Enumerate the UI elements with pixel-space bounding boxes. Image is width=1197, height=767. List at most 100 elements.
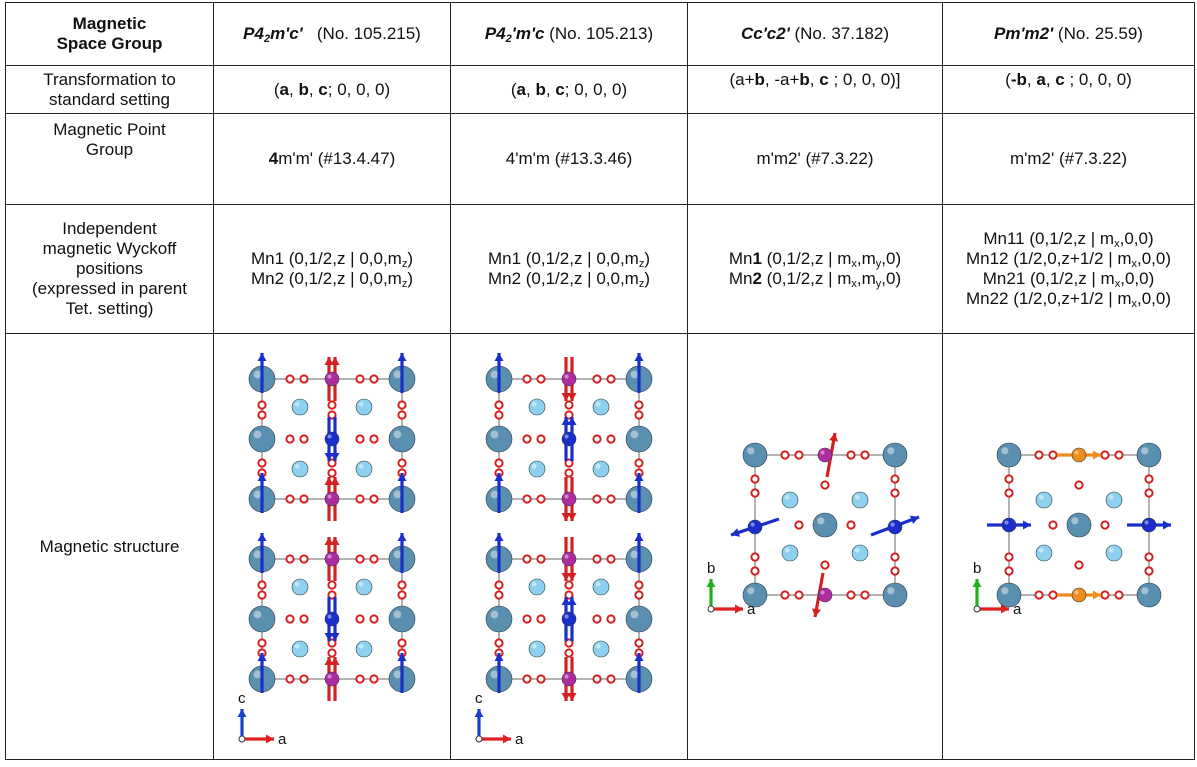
axis-label-horizontal: a <box>747 601 756 618</box>
oxygen-atom <box>860 449 870 460</box>
large-cation-atom-highlight <box>1000 446 1008 454</box>
oxygen-atom <box>257 457 267 468</box>
spin-arrowhead <box>266 734 274 743</box>
large-cation-atom <box>248 605 276 632</box>
axis-origin <box>238 735 246 742</box>
oxygen-atom <box>397 589 407 600</box>
oxygen-atom <box>397 409 407 420</box>
oxygen-atom <box>355 553 365 564</box>
axis-label-vertical: b <box>973 560 981 577</box>
oxygen-atom <box>634 399 644 410</box>
oxygen-atom <box>1143 551 1154 562</box>
large-cation-atom <box>625 425 653 452</box>
manganese-atom <box>561 371 577 386</box>
point-group-cell-2: 4'm'm (#13.3.46) <box>450 113 688 205</box>
oxygen-atom <box>355 673 365 684</box>
group-number: (No. 105.213) <box>549 24 654 43</box>
spin-arrowhead <box>397 352 407 361</box>
wyckoff-cell-2: Mn1 (0,1/2,z | 0,0,mz) Mn2 (0,1/2,z | 0,… <box>450 204 688 334</box>
large-cation-atom-highlight <box>393 670 402 678</box>
spin-arrowhead <box>257 652 267 661</box>
manganese-atom-highlight <box>1003 519 1009 525</box>
oxygen-atom <box>355 373 365 384</box>
manganese-atom-highlight <box>327 493 332 499</box>
oxygen-atom <box>634 579 644 590</box>
small-cation-atom <box>528 398 546 415</box>
manganese-atom <box>324 551 340 566</box>
large-cation-atom-highlight <box>887 446 895 454</box>
large-cation-atom-highlight <box>393 490 402 498</box>
large-cation-atom-highlight <box>490 490 499 498</box>
small-cation-atom <box>355 640 373 657</box>
large-cation-atom <box>882 442 908 467</box>
oxygen-atom <box>592 433 602 444</box>
manganese-atom <box>324 491 340 506</box>
oxygen-atom <box>257 409 267 420</box>
large-cation-atom-highlight <box>630 610 639 618</box>
wyckoff-line: Mn2 (0,1/2,z | 0,0,mz) <box>250 269 414 290</box>
oxygen-atom <box>285 613 295 624</box>
oxygen-atom <box>794 519 804 530</box>
manganese-atom-highlight <box>327 673 332 679</box>
oxygen-atom <box>327 637 337 648</box>
spin-arrowhead <box>706 578 716 587</box>
oxygen-atom <box>592 373 602 384</box>
spin-arrowhead <box>397 472 407 481</box>
axis-label-vertical: b <box>707 560 715 577</box>
large-cation-atom <box>625 605 653 632</box>
spin-arrowhead <box>634 352 644 361</box>
small-cation-atom <box>1035 544 1052 561</box>
manganese-atom-highlight <box>1143 519 1149 525</box>
oxygen-atom <box>522 613 532 624</box>
oxygen-atom <box>327 399 337 410</box>
large-cation-atom <box>882 582 908 607</box>
oxygen-atom <box>1099 589 1110 600</box>
oxygen-atom <box>522 673 532 684</box>
axis-label-vertical: c <box>238 690 246 707</box>
oxygen-atom <box>536 613 546 624</box>
oxygen-atom <box>494 637 504 648</box>
small-cation-atom-highlight <box>595 463 601 469</box>
transformation-cell-1: (a, b, c; 0, 0, 0) <box>213 65 451 114</box>
large-cation-atom-highlight <box>1140 446 1148 454</box>
small-cation-atom-highlight <box>595 643 601 649</box>
spin-arrowhead <box>561 416 571 425</box>
axis-origin <box>973 605 980 612</box>
small-cation-atom-highlight <box>784 547 790 553</box>
manganese-atom-highlight <box>564 553 569 559</box>
spin-arrowhead <box>330 656 340 665</box>
axis-origin <box>707 605 715 612</box>
manganese-atom-highlight <box>327 613 332 619</box>
spin-arrowhead <box>1092 590 1101 599</box>
manganese-atom <box>561 611 577 626</box>
large-cation-atom <box>388 605 416 632</box>
spin-arrowhead <box>494 352 504 361</box>
large-cation-atom <box>1066 512 1091 537</box>
oxygen-atom <box>536 373 546 384</box>
spin-arrowhead <box>330 632 340 641</box>
manganese-atom-highlight <box>1073 449 1079 455</box>
small-cation-atom <box>781 544 799 561</box>
large-cation-atom-highlight <box>1140 586 1148 594</box>
small-cation-atom-highlight <box>1038 494 1044 500</box>
oxygen-atom <box>592 613 602 624</box>
oxygen-atom <box>564 399 574 410</box>
transformation-cell-2: (a, b, c; 0, 0, 0) <box>450 65 688 114</box>
manganese-atom-highlight <box>564 673 569 679</box>
oxygen-atom <box>299 373 309 384</box>
small-cation-atom <box>851 544 869 561</box>
oxygen-atom <box>257 399 267 410</box>
transformation-label-cell: Transformation to standard setting <box>5 65 214 114</box>
large-cation-atom-highlight <box>393 430 402 438</box>
small-cation-atom <box>592 640 610 657</box>
oxygen-atom <box>1047 449 1058 460</box>
axis-label-horizontal: a <box>1013 601 1022 618</box>
oxygen-atom <box>1143 565 1154 576</box>
small-cation-atom-highlight <box>531 643 537 649</box>
large-cation-atom-highlight <box>747 446 755 454</box>
spin-arrowhead <box>561 692 571 701</box>
small-cation-atom <box>355 460 373 477</box>
oxygen-atom <box>1073 559 1084 570</box>
